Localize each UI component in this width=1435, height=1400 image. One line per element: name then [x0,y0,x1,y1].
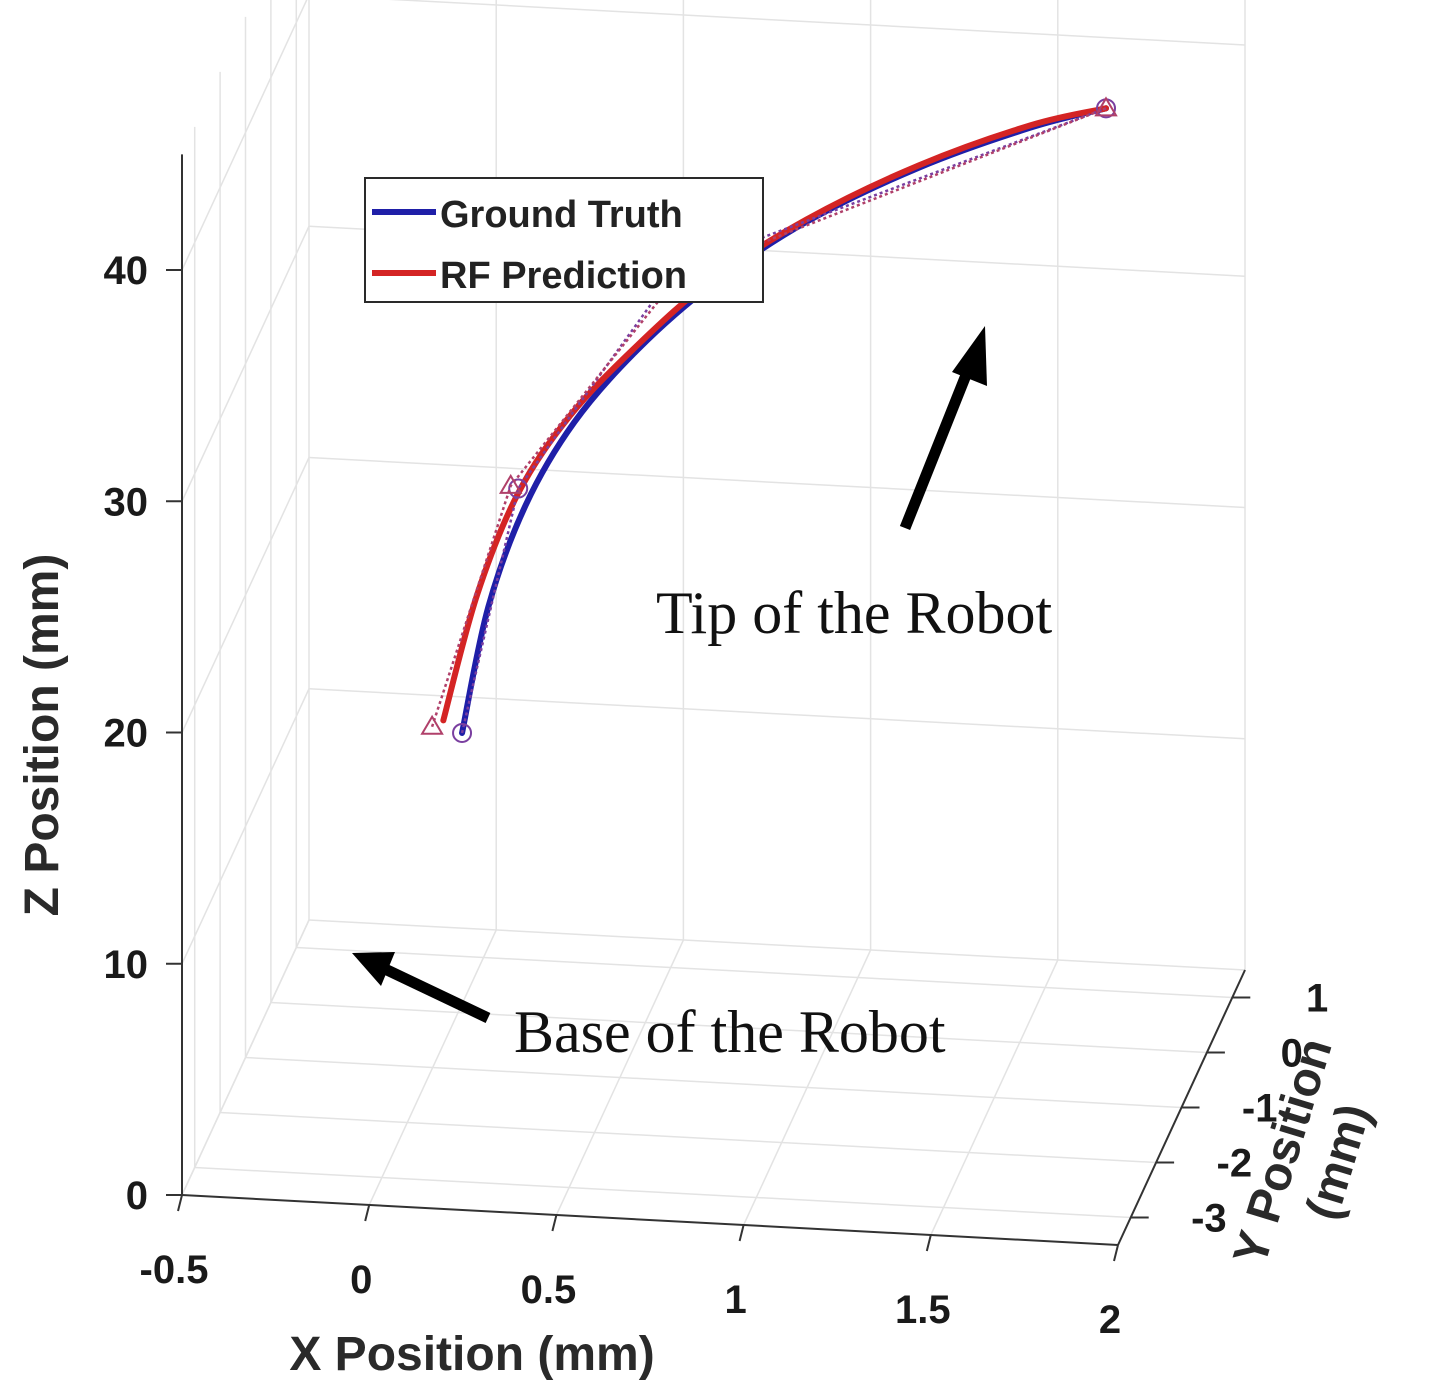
grid-line-back-z [308,919,1246,971]
z-axis-label: Z Position (mm) [16,554,69,917]
grid-lines [181,0,1246,1246]
series-marker-circle [452,722,473,743]
grid-line-floor-y [296,946,1233,999]
grid-line-back-z [308,456,1246,509]
base-annotation-text: Base of the Robot [514,999,946,1065]
x-tick-label: 2 [1099,1298,1121,1342]
x-tick-label: -0.5 [140,1248,209,1292]
x-tick [925,1234,932,1252]
grid-line-side-z [181,0,308,271]
z-tick-label: 30 [104,480,149,524]
y-tick-label: -3 [1191,1197,1227,1241]
z-tick-label: 40 [104,249,149,293]
legend-box [364,177,764,303]
grid-line-floor-y [194,1166,1131,1219]
y-tick-label: 0 [1281,1032,1303,1076]
y-tick-label: -1 [1242,1087,1278,1131]
legend-label-rf-prediction: RF Prediction [440,255,687,297]
base-arrow-head [352,952,395,986]
base-arrow-shaft [382,964,491,1023]
z-tick-label: 20 [104,712,149,756]
x-tick [177,1194,183,1212]
x-tick-label: 1.5 [895,1288,951,1332]
x-axis-label: X Position (mm) [289,1328,654,1381]
legend-label-ground-truth: Ground Truth [440,194,683,236]
grid-line-floor-y [245,1056,1182,1109]
grid-line-back-z [308,688,1246,740]
annotation-tip: Tip of the Robot [656,326,1053,646]
grid-line-side-z [181,225,310,502]
tip-annotation-text: Tip of the Robot [656,580,1053,646]
grid-line-side-z [181,688,310,965]
x-tick [1113,1244,1119,1262]
series-marker-circle [508,478,529,499]
series-line-rf-prediction [440,105,1110,724]
legend: Ground Truth RF Prediction [364,177,764,303]
x-tick [738,1224,745,1242]
y-tick-label: 1 [1306,977,1328,1021]
grid-line-floor-y [220,1111,1157,1164]
x-tick-label: 0.5 [521,1268,577,1312]
grid-line-back-z [388,0,1246,46]
tip-arrow-head [952,326,987,386]
y-tick-label: -2 [1217,1142,1253,1186]
series-layer [420,96,1118,743]
series-marker-triangle [1094,96,1118,117]
z-tick-label: 10 [104,943,149,987]
axes [166,154,1251,1262]
x-tick [364,1204,371,1222]
grid-line-floor-y [270,1001,1207,1054]
series-line-dotted-3 [430,107,1107,728]
z-tick-label: 0 [126,1174,148,1218]
x-tick [551,1214,558,1232]
grid-line-side-z [181,457,310,733]
series-marker-triangle [498,473,523,494]
tip-arrow-shaft [899,357,978,531]
series-marker-triangle [420,714,444,735]
x-axis-line [181,1194,1119,1246]
annotation-base: Base of the Robot [352,952,946,1065]
x-tick-label: 1 [724,1278,746,1322]
x-tick-label: 0 [350,1258,372,1302]
